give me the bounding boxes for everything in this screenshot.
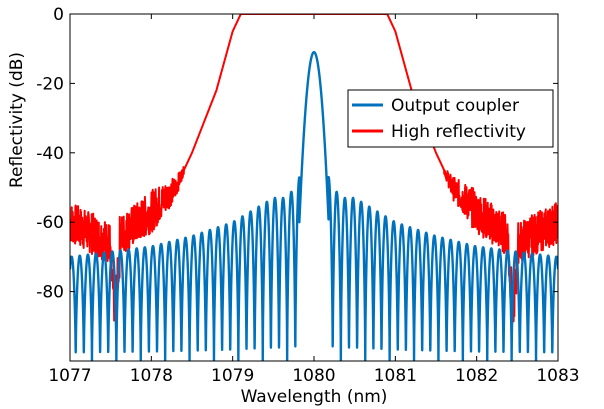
x-tick-label: 1077 [48, 366, 91, 386]
x-tick-label: 1082 [455, 366, 498, 386]
x-tick-label: 1081 [374, 366, 417, 386]
y-tick-label: 0 [53, 5, 64, 25]
y-tick-label: -60 [36, 213, 64, 233]
x-tick-label: 1083 [536, 366, 579, 386]
y-axis-label: Reflectivity (dB) [7, 52, 27, 188]
y-tick-label: -80 [36, 283, 64, 303]
legend-label-output-coupler: Output coupler [391, 96, 519, 116]
x-tick-label: 1078 [130, 366, 173, 386]
legend-label-high-reflectivity: High reflectivity [391, 122, 526, 142]
x-axis-label: Wavelength (nm) [241, 387, 388, 407]
series-line-output-coupler [70, 50, 558, 361]
y-tick-label: -20 [36, 74, 64, 94]
legend: Output coupler High reflectivity [347, 89, 554, 148]
legend-box [347, 89, 554, 148]
series-line-high-reflectivity [70, 14, 558, 323]
plot-frame [69, 13, 559, 362]
y-tick-label: -40 [36, 144, 64, 164]
x-tick-label: 1079 [211, 366, 254, 386]
x-tick-label: 1080 [292, 366, 335, 386]
